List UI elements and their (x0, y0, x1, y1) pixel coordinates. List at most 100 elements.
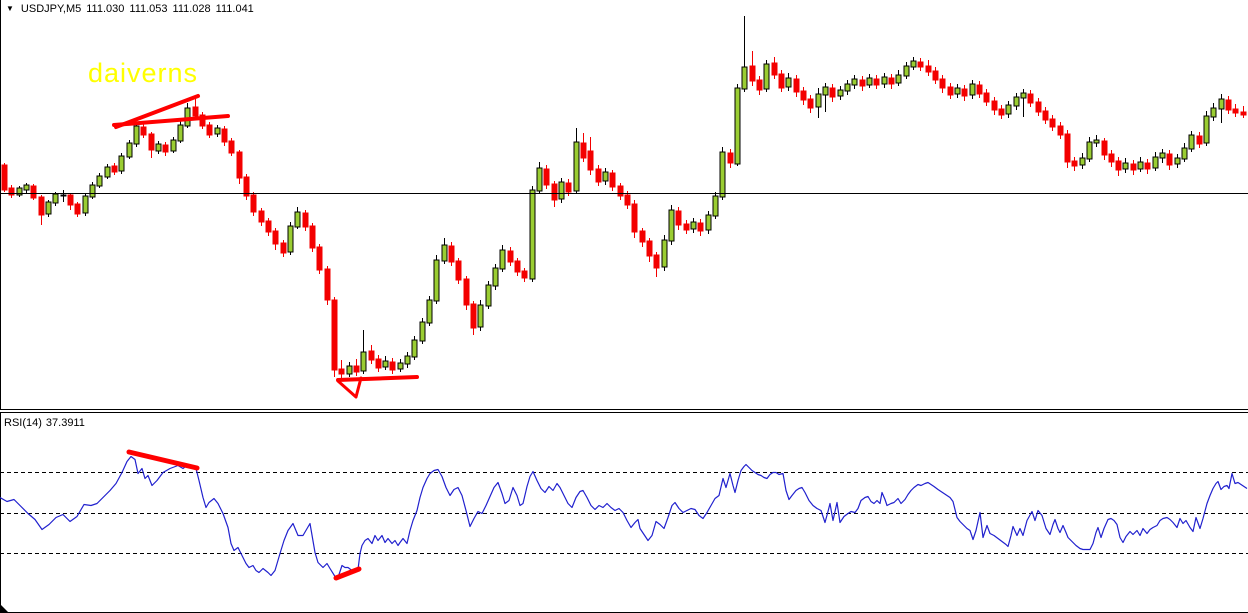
bull-candle (558, 181, 565, 200)
bear-candle (199, 114, 206, 127)
bear-candle (463, 278, 470, 306)
bear-candle (639, 230, 646, 243)
bear-candle (74, 203, 81, 215)
trendline-object[interactable] (333, 566, 362, 581)
bear-candle (624, 194, 631, 206)
bear-candle (206, 124, 213, 136)
bull-candle (397, 362, 404, 370)
bear-candle (756, 79, 763, 91)
bear-candle (514, 260, 521, 273)
bull-candle (851, 78, 858, 86)
bull-candle (1181, 147, 1188, 160)
bull-candle (1137, 161, 1144, 170)
bear-candle (455, 260, 462, 281)
chevron-down-icon[interactable]: ▼ (6, 4, 14, 13)
bear-candle (653, 254, 660, 269)
bear-candle (302, 212, 309, 228)
bear-candle (1196, 135, 1203, 145)
bear-candle (609, 172, 616, 188)
bear-candle (470, 303, 477, 329)
rsi-annotations (126, 449, 362, 581)
bull-candle (89, 184, 96, 198)
bull-candle (895, 74, 902, 84)
bull-candle (969, 83, 976, 96)
bear-candle (521, 270, 528, 279)
bear-candle (631, 203, 638, 233)
bull-candle (477, 304, 484, 328)
bear-candle (243, 176, 250, 197)
trendline-object[interactable] (126, 449, 200, 471)
bear-candle (272, 230, 279, 245)
bear-candle (67, 194, 74, 206)
panel-corner-marker (1, 605, 8, 612)
bear-candle (587, 150, 594, 171)
rsi-levels (0, 472, 1248, 554)
bull-candle (712, 195, 719, 217)
bull-candle (903, 65, 910, 77)
bull-candle (419, 321, 426, 342)
bear-candle (1240, 111, 1247, 116)
bull-candle (287, 225, 294, 253)
bear-candle (991, 100, 998, 111)
bear-candle (1115, 160, 1122, 171)
bear-candle (859, 79, 866, 87)
bull-candle (404, 355, 411, 365)
bull-candle (1210, 107, 1217, 118)
bull-candle (1086, 141, 1093, 160)
bull-candle (763, 63, 770, 90)
bear-candle (1049, 118, 1056, 128)
close-price: 111.041 (215, 3, 254, 15)
bear-candle (565, 182, 572, 193)
bear-candle (543, 168, 550, 186)
bear-candle (309, 225, 316, 249)
rsi-current-value: 37.3911 (45, 417, 85, 429)
bull-candle (492, 267, 499, 287)
bear-candle (1064, 133, 1071, 163)
bull-candle (360, 351, 367, 372)
trendline-object[interactable] (336, 375, 419, 382)
bull-candle (346, 365, 353, 375)
trendline-object[interactable] (112, 114, 230, 127)
bull-candle (485, 284, 492, 307)
bull-candle (294, 211, 301, 228)
bull-candle (844, 83, 851, 92)
bull-candle (1218, 98, 1225, 110)
bear-candle (221, 128, 228, 143)
bear-candle (617, 185, 624, 197)
bull-candle (411, 339, 418, 358)
low-price: 111.028 (172, 3, 211, 15)
bear-candle (148, 133, 155, 151)
open-price: 111.030 (86, 3, 125, 15)
bear-candle (331, 299, 338, 371)
bear-candle (324, 268, 331, 301)
watermark-text: daiverns (88, 58, 199, 88)
candles-series (1, 16, 1247, 379)
bear-candle (228, 140, 235, 154)
bear-candle (925, 65, 932, 73)
bear-candle (1057, 125, 1064, 136)
bull-candle (184, 107, 191, 127)
bear-candle (140, 126, 147, 136)
bear-candle (580, 142, 587, 159)
bear-candle (1, 164, 8, 191)
bull-candle (426, 299, 433, 324)
bull-candle (1093, 139, 1100, 144)
bull-candle (441, 244, 448, 262)
bull-candle (705, 214, 712, 231)
bull-candle (529, 189, 536, 280)
bull-candle (382, 360, 389, 368)
price-panel[interactable] (0, 0, 1248, 410)
bull-candle (499, 249, 506, 270)
bear-candle (888, 77, 895, 85)
bull-candle (661, 239, 668, 268)
bear-candle (1108, 153, 1115, 163)
bear-candle (30, 185, 37, 199)
bear-candle (749, 65, 756, 82)
bull-candle (734, 87, 741, 165)
bull-candle (104, 166, 111, 178)
bull-candle (785, 77, 792, 88)
drawn-shape-object[interactable] (336, 376, 363, 399)
bull-candle (536, 167, 543, 192)
high-price: 111.053 (129, 3, 168, 15)
